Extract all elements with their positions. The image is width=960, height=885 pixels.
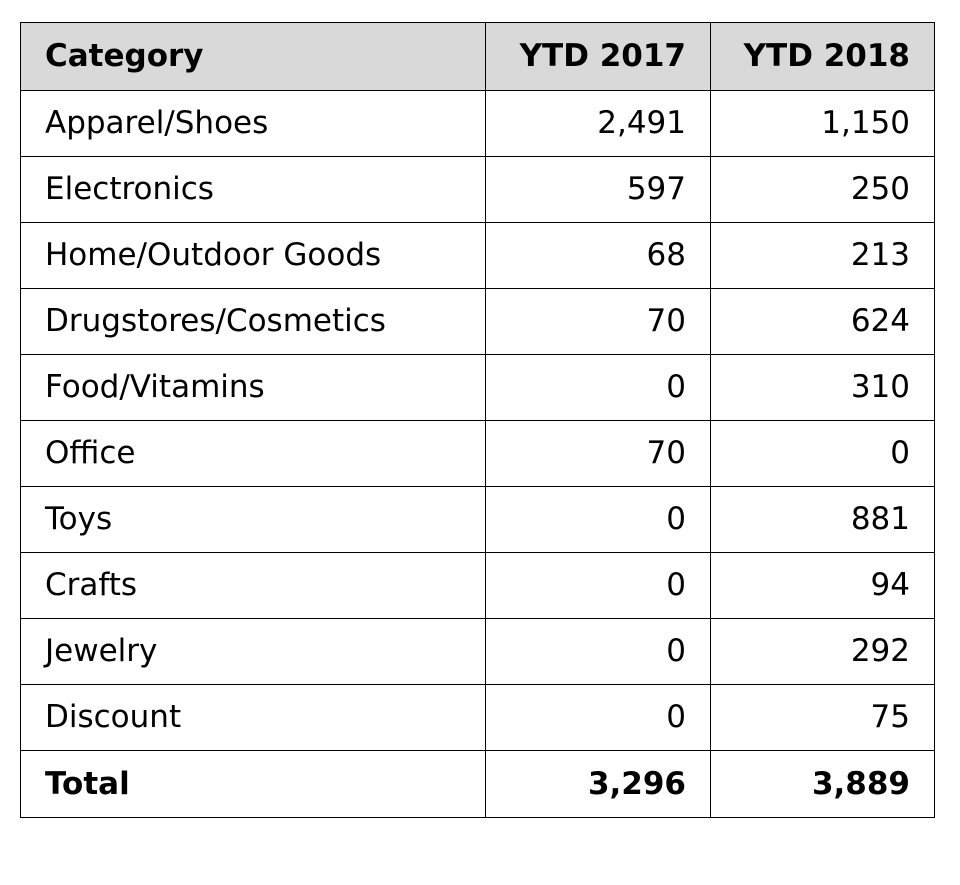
row-ytd-2018: 94 [710, 552, 935, 619]
row-ytd-2018: 250 [710, 156, 935, 223]
row-category: Food/Vitamins [20, 354, 486, 421]
row-ytd-2017: 597 [485, 156, 711, 223]
row-ytd-2018: 75 [710, 684, 935, 751]
row-category: Office [20, 420, 486, 487]
header-row: Category YTD 2017 YTD 2018 [20, 22, 935, 91]
row-category: Toys [20, 486, 486, 553]
row-ytd-2017: 0 [485, 618, 711, 685]
header-category: Category [20, 22, 486, 91]
row-ytd-2018: 310 [710, 354, 935, 421]
row-category: Home/Outdoor Goods [20, 222, 486, 289]
table-row: Crafts 0 94 [20, 552, 935, 619]
row-ytd-2018: 292 [710, 618, 935, 685]
row-category: Jewelry [20, 618, 486, 685]
row-ytd-2017: 0 [485, 354, 711, 421]
table-body: Apparel/Shoes 2,491 1,150 Electronics 59… [20, 90, 935, 818]
table-row: Discount 0 75 [20, 684, 935, 751]
table-row: Drugstores/Cosmetics 70 624 [20, 288, 935, 355]
row-ytd-2017: 0 [485, 684, 711, 751]
row-ytd-2017: 0 [485, 552, 711, 619]
total-row: Total 3,296 3,889 [20, 750, 935, 818]
category-ytd-table-container: Category YTD 2017 YTD 2018 Apparel/Shoes… [20, 22, 935, 818]
row-ytd-2017: 68 [485, 222, 711, 289]
category-ytd-table: Category YTD 2017 YTD 2018 Apparel/Shoes… [20, 22, 935, 818]
table-row: Electronics 597 250 [20, 156, 935, 223]
row-ytd-2017: 0 [485, 486, 711, 553]
total-label: Total [20, 750, 486, 818]
row-ytd-2018: 213 [710, 222, 935, 289]
table-row: Office 70 0 [20, 420, 935, 487]
table-row: Home/Outdoor Goods 68 213 [20, 222, 935, 289]
row-ytd-2018: 0 [710, 420, 935, 487]
row-ytd-2017: 2,491 [485, 90, 711, 157]
row-category: Electronics [20, 156, 486, 223]
header-ytd-2018: YTD 2018 [710, 22, 935, 91]
table-row: Toys 0 881 [20, 486, 935, 553]
total-ytd-2017: 3,296 [485, 750, 711, 818]
table-row: Jewelry 0 292 [20, 618, 935, 685]
table-row: Apparel/Shoes 2,491 1,150 [20, 90, 935, 157]
header-ytd-2017: YTD 2017 [485, 22, 711, 91]
row-ytd-2018: 1,150 [710, 90, 935, 157]
total-ytd-2018: 3,889 [710, 750, 935, 818]
row-ytd-2017: 70 [485, 288, 711, 355]
row-category: Crafts [20, 552, 486, 619]
row-ytd-2017: 70 [485, 420, 711, 487]
row-category: Drugstores/Cosmetics [20, 288, 486, 355]
row-category: Apparel/Shoes [20, 90, 486, 157]
table-row: Food/Vitamins 0 310 [20, 354, 935, 421]
row-ytd-2018: 881 [710, 486, 935, 553]
row-ytd-2018: 624 [710, 288, 935, 355]
row-category: Discount [20, 684, 486, 751]
